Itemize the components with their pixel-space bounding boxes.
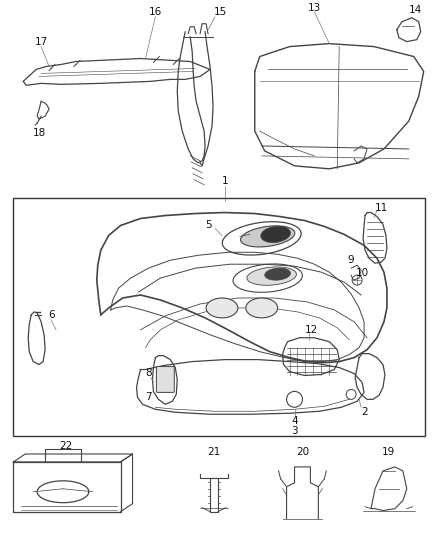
Text: 6: 6 bbox=[48, 310, 54, 320]
Text: 21: 21 bbox=[208, 447, 221, 457]
Text: 2: 2 bbox=[361, 407, 367, 417]
Text: 5: 5 bbox=[205, 221, 212, 230]
Text: 19: 19 bbox=[382, 447, 396, 457]
Ellipse shape bbox=[240, 226, 295, 247]
Text: 18: 18 bbox=[32, 128, 46, 138]
Bar bbox=[13, 198, 425, 436]
Text: 10: 10 bbox=[356, 268, 369, 278]
Text: 7: 7 bbox=[145, 392, 152, 402]
Text: 14: 14 bbox=[409, 5, 422, 15]
Ellipse shape bbox=[206, 298, 238, 318]
Text: 20: 20 bbox=[296, 447, 309, 457]
Text: 16: 16 bbox=[149, 7, 162, 17]
Text: 8: 8 bbox=[145, 368, 152, 377]
Text: 17: 17 bbox=[35, 37, 48, 46]
Ellipse shape bbox=[247, 267, 297, 285]
Text: 13: 13 bbox=[308, 3, 321, 13]
Ellipse shape bbox=[246, 298, 278, 318]
Ellipse shape bbox=[261, 226, 290, 243]
Ellipse shape bbox=[265, 268, 290, 280]
Text: 1: 1 bbox=[222, 176, 228, 185]
Text: 22: 22 bbox=[60, 441, 73, 451]
Text: 4: 4 bbox=[291, 416, 298, 426]
Text: 12: 12 bbox=[305, 325, 318, 335]
Text: 9: 9 bbox=[348, 255, 354, 265]
Text: 3: 3 bbox=[291, 426, 298, 436]
Text: 11: 11 bbox=[374, 203, 388, 213]
FancyBboxPatch shape bbox=[156, 367, 174, 392]
Text: 15: 15 bbox=[213, 7, 226, 17]
